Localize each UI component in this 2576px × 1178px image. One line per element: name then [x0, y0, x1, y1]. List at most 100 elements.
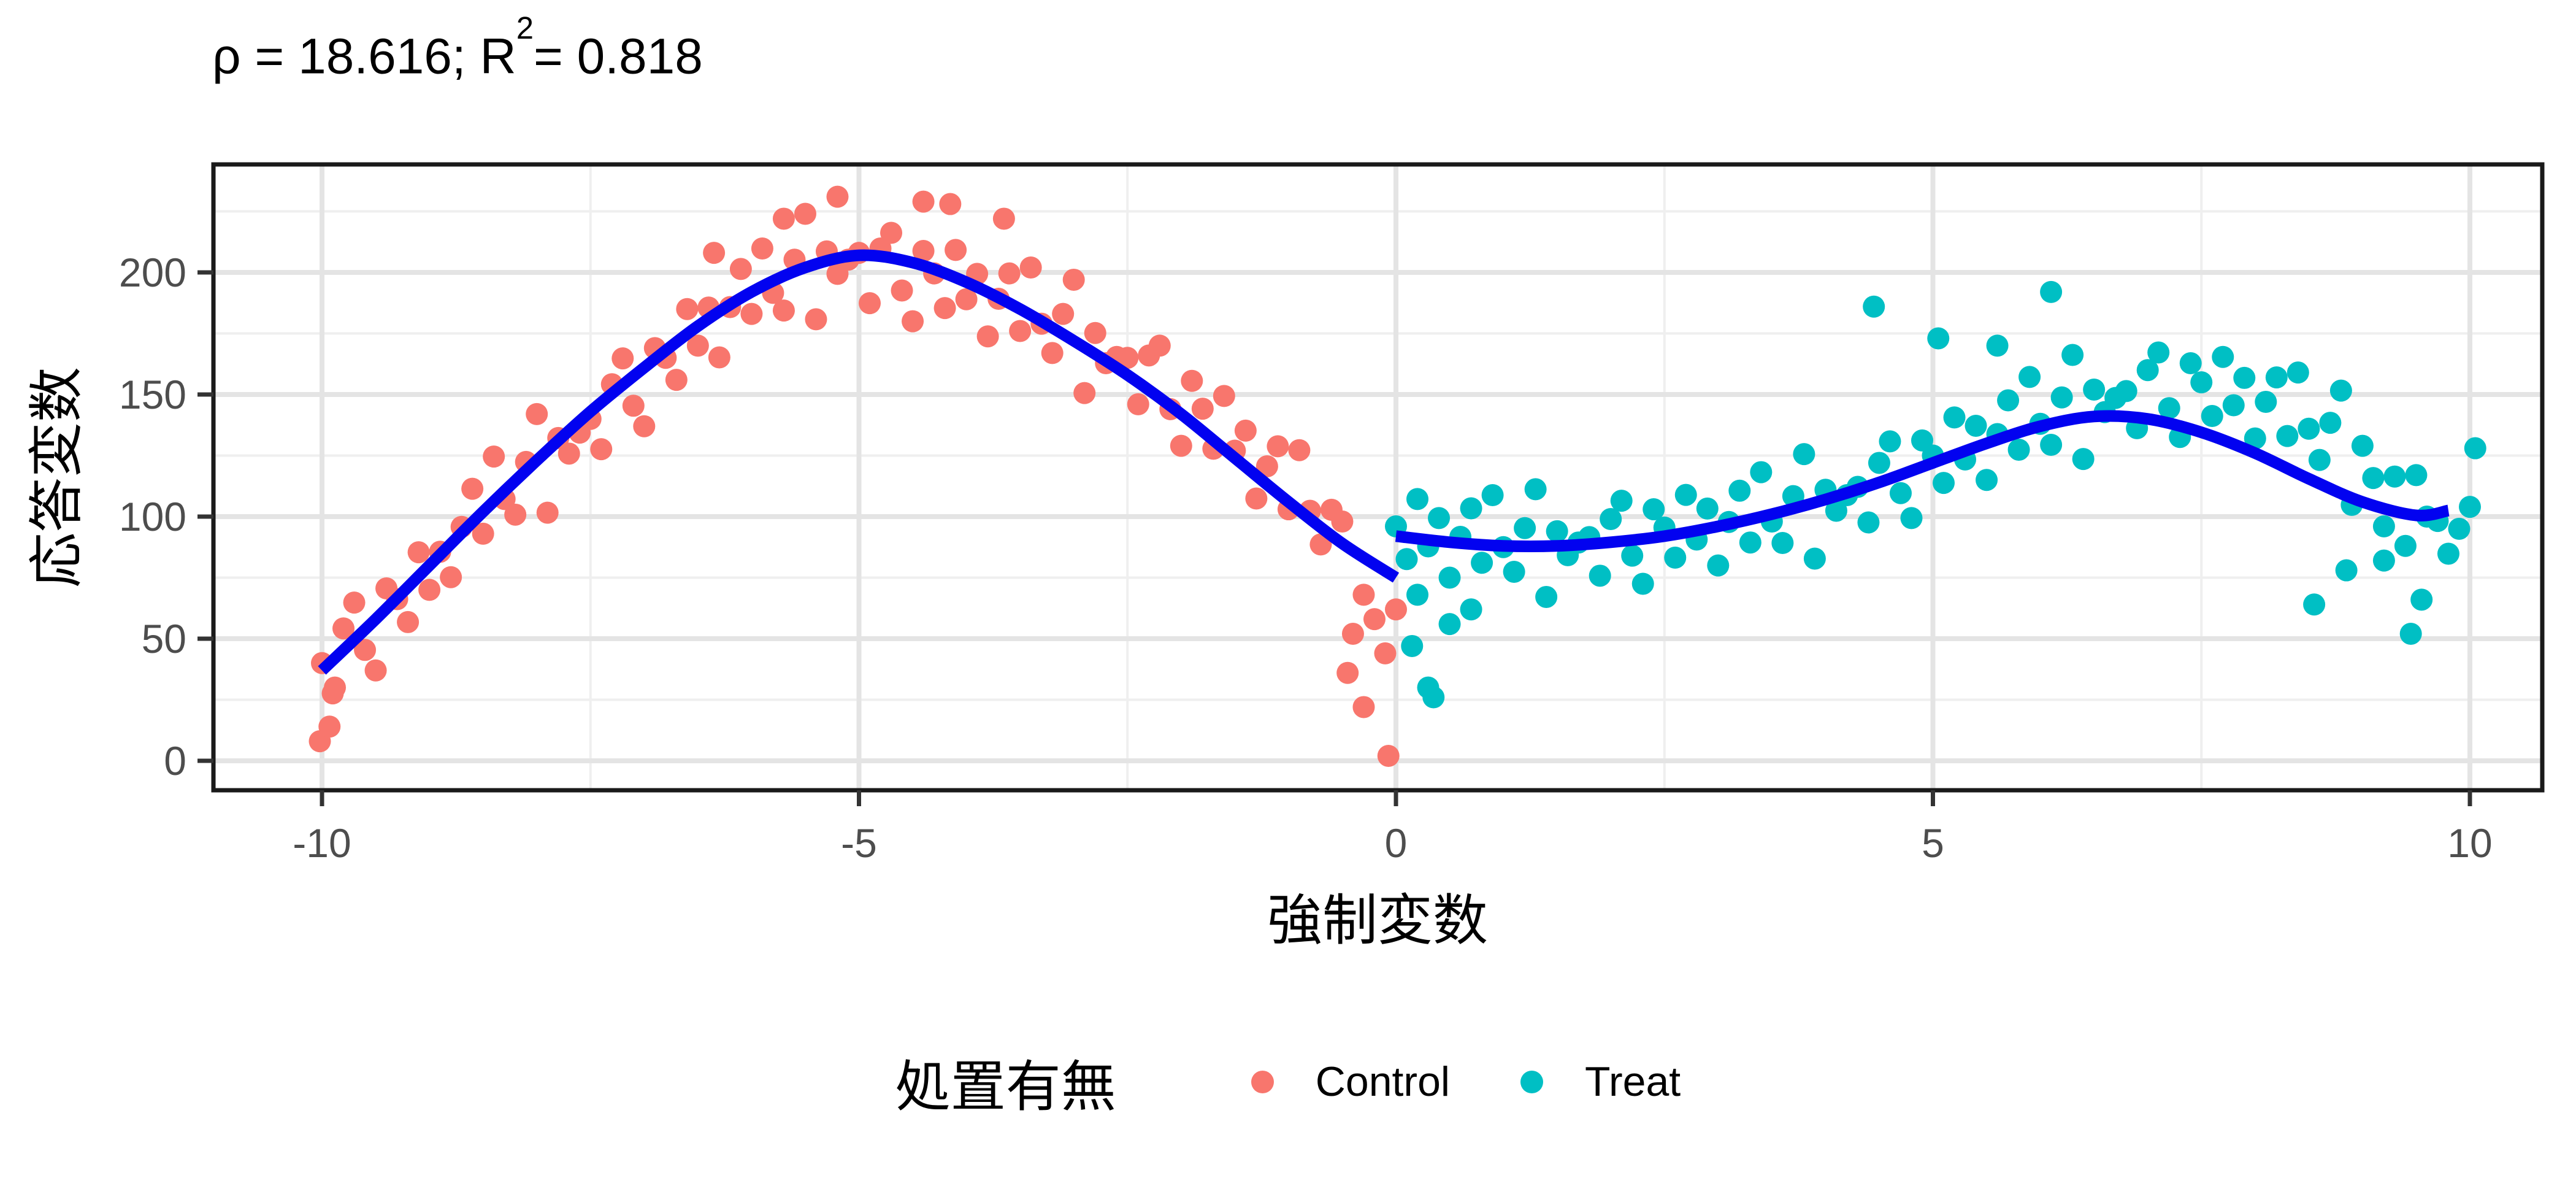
data-point-control	[1363, 608, 1386, 631]
data-point-treat	[2308, 448, 2331, 471]
data-point-treat	[2190, 371, 2213, 394]
y-tick-label: 100	[118, 494, 186, 539]
data-point-treat	[2265, 366, 2288, 389]
data-point-treat	[2050, 386, 2073, 409]
data-point-treat	[2448, 517, 2471, 540]
data-point-treat	[2303, 593, 2326, 616]
data-point-treat	[1750, 461, 1773, 483]
data-point-treat	[2394, 534, 2417, 557]
data-point-treat	[2255, 390, 2277, 413]
data-point-treat	[1438, 613, 1461, 636]
x-tick-label: 0	[1384, 820, 1408, 866]
data-point-control	[1084, 321, 1106, 344]
data-point-treat	[2276, 425, 2299, 447]
data-point-control	[461, 477, 484, 500]
data-point-control	[418, 579, 441, 601]
control-swatch-icon	[1251, 1070, 1274, 1093]
data-point-control	[772, 299, 795, 322]
data-point-control	[1377, 745, 1400, 768]
data-point-control	[794, 202, 816, 225]
data-point-control	[397, 610, 420, 633]
data-point-control	[1073, 382, 1096, 404]
x-axis-title: 強制変数	[1267, 890, 1488, 952]
x-tick-label: -10	[293, 820, 351, 866]
data-point-treat	[2405, 464, 2428, 487]
data-point-control	[611, 347, 634, 370]
data-point-control	[1352, 583, 1375, 606]
data-point-treat	[1503, 560, 1525, 583]
data-point-control	[880, 221, 903, 244]
data-point-control	[1267, 435, 1289, 458]
data-point-treat	[2244, 427, 2266, 450]
y-tick-label: 50	[141, 616, 186, 661]
data-point-treat	[2362, 467, 2385, 490]
data-point-control	[676, 298, 699, 320]
data-point-control	[1336, 661, 1359, 684]
data-point-treat	[1631, 572, 1654, 595]
data-point-control	[998, 262, 1021, 285]
data-point-control	[633, 415, 656, 437]
data-point-treat	[2158, 397, 2180, 420]
data-point-treat	[1643, 498, 1665, 521]
data-point-control	[1148, 334, 1171, 357]
data-point-treat	[1943, 406, 1966, 429]
data-point-treat	[1610, 490, 1633, 512]
data-point-treat	[1664, 546, 1687, 569]
data-point-control	[1191, 398, 1214, 420]
data-point-control	[1127, 393, 1149, 415]
data-point-treat	[2319, 412, 2342, 434]
x-tick-label: 10	[2447, 820, 2493, 866]
legend-title: 処置有無	[895, 1057, 1116, 1118]
legend-label-treat: Treat	[1585, 1058, 1681, 1105]
data-point-control	[1245, 487, 1268, 510]
data-point-treat	[2464, 437, 2486, 460]
data-point-treat	[2437, 542, 2459, 565]
data-point-control	[729, 258, 752, 280]
data-point-control	[939, 193, 962, 215]
panel-border	[211, 162, 2545, 793]
data-point-treat	[1976, 469, 1998, 491]
data-point-control	[1041, 342, 1064, 364]
data-point-treat	[2287, 361, 2309, 384]
data-point-treat	[2233, 366, 2256, 389]
data-point-treat	[1900, 507, 1923, 529]
data-point-treat	[1868, 452, 1890, 474]
data-point-control	[859, 292, 881, 315]
data-point-control	[912, 239, 935, 262]
data-point-treat	[2061, 344, 2084, 366]
data-point-control	[933, 297, 956, 320]
data-point-treat	[1406, 583, 1429, 606]
data-point-treat	[2040, 433, 2063, 456]
data-point-control	[1009, 320, 1032, 342]
data-point-treat	[1879, 430, 1901, 453]
data-point-control	[622, 395, 645, 417]
chart-title-superscript: 2	[516, 10, 534, 46]
data-point-treat	[1771, 531, 1794, 554]
data-point-treat	[2372, 549, 2395, 572]
data-point-treat	[2372, 515, 2395, 537]
data-point-control	[891, 279, 913, 302]
data-point-treat	[2007, 438, 2030, 461]
data-point-treat	[2298, 417, 2320, 440]
data-point-treat	[1825, 499, 1847, 522]
data-point-control	[364, 659, 387, 682]
data-point-control	[324, 676, 347, 699]
data-point-treat	[2351, 434, 2374, 457]
data-point-treat	[1889, 482, 1912, 504]
data-point-treat	[1728, 479, 1751, 502]
y-tick-label: 0	[164, 738, 186, 783]
data-point-control	[318, 715, 341, 738]
fit-control-curve	[318, 249, 1400, 675]
data-point-control	[912, 190, 935, 213]
data-point-treat	[2115, 380, 2137, 402]
data-point-treat	[1863, 295, 1885, 318]
data-point-control	[1181, 369, 1203, 392]
data-point-control	[826, 185, 849, 208]
data-point-treat	[1422, 686, 1445, 709]
data-point-control	[945, 239, 967, 261]
data-point-treat	[1793, 443, 1815, 466]
data-point-control	[1052, 302, 1075, 325]
data-point-control	[536, 501, 559, 524]
chart-title-prefix: ρ = 18.616; R	[212, 28, 516, 85]
data-point-control	[772, 207, 795, 230]
